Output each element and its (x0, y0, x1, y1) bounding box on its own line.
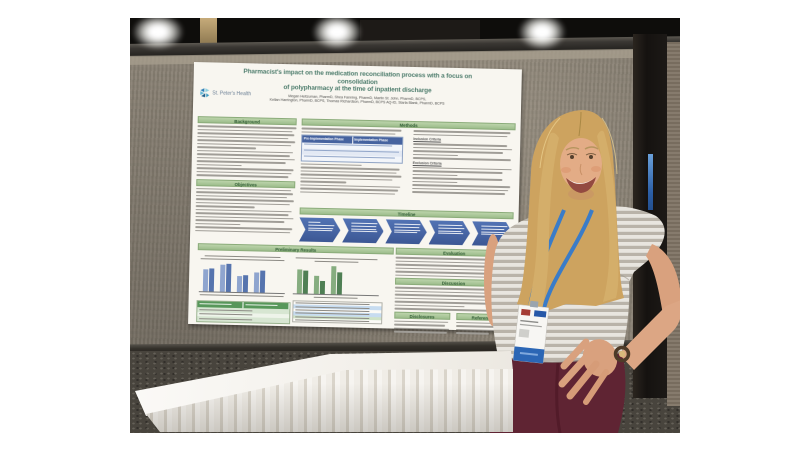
ceiling-beam (200, 18, 217, 44)
left-eye (570, 155, 574, 159)
finger (566, 360, 600, 400)
right-cheek (591, 166, 601, 172)
person-hair-front (528, 111, 619, 310)
st-peters-health-logo: St. Peter's Health (199, 87, 251, 99)
left-eyebrow (565, 147, 580, 151)
left-cheek (561, 167, 571, 173)
right-eye (589, 155, 593, 159)
badge-barcode (518, 328, 530, 338)
right-eyelid (585, 153, 597, 156)
upper-arm (646, 244, 680, 320)
smiling-mouth (566, 177, 596, 193)
badge-red-logo (520, 308, 531, 316)
ceiling-light (518, 18, 566, 50)
ceiling-light (132, 18, 184, 50)
forearm (619, 300, 680, 370)
research-poster: Pharmacist's impact on the medication re… (188, 62, 522, 335)
person-left-arm-akimbo (558, 244, 680, 405)
right-eyebrow (584, 146, 599, 150)
person-face (560, 138, 602, 200)
neck-shadow (568, 188, 594, 200)
ceiling-light (312, 18, 362, 50)
left-eyelid (566, 153, 578, 156)
hair-highlight (539, 117, 561, 169)
hair-highlight (601, 117, 618, 175)
conference-photo: Pharmacist's impact on the medication re… (130, 18, 680, 433)
wrist-watch (613, 345, 631, 363)
finger (560, 338, 590, 370)
finger (583, 369, 609, 405)
pillar-blue-sign (648, 154, 653, 210)
st-peters-health-logo-icon (200, 88, 210, 98)
badge-clip (529, 300, 539, 308)
badge-blue-logo (533, 310, 547, 318)
ceiling-structure (360, 20, 480, 40)
nose (579, 163, 583, 176)
pants-crease (555, 362, 562, 433)
conference-badge (513, 300, 549, 364)
hair-part-line (578, 111, 582, 137)
teeth (568, 178, 594, 184)
finger (558, 350, 593, 388)
watch-face (618, 350, 626, 358)
